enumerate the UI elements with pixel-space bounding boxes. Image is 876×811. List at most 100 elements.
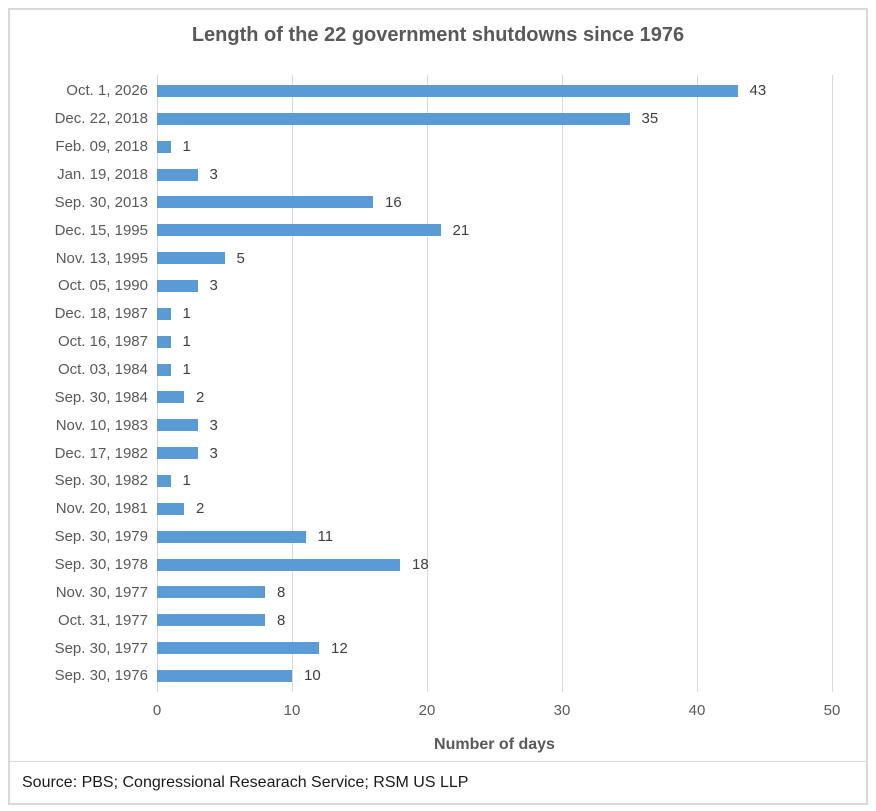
bar-rows: Oct. 1, 2026 43 Dec. 22, 2018 35 Feb. 09, 20… [10, 77, 833, 690]
bar [157, 669, 292, 682]
bar-area: 1 [157, 133, 833, 161]
bar [157, 252, 225, 265]
bar-row: Dec. 22, 2018 35 [10, 105, 833, 133]
bar [157, 419, 198, 432]
bar-area: 8 [157, 578, 833, 606]
value-label: 3 [209, 166, 218, 183]
bar-area: 1 [157, 467, 833, 495]
x-tick-label: 50 [823, 702, 841, 719]
category-label: Sep. 30, 1977 [54, 639, 148, 657]
category-label: Oct. 05, 1990 [57, 277, 148, 295]
bar-area: 5 [157, 244, 833, 272]
gridline [427, 75, 428, 692]
x-axis-ticks: 0 10 20 30 40 50 [153, 702, 841, 720]
bar [157, 363, 171, 376]
category-label: Oct. 16, 1987 [57, 333, 148, 351]
bar-area: 10 [157, 662, 833, 690]
bar-row: Sep. 30, 1978 18 [10, 551, 833, 579]
category-label: Nov. 20, 1981 [55, 500, 148, 518]
x-tick-label: 10 [283, 702, 301, 719]
category-label: Sep. 30, 1979 [54, 528, 148, 546]
chart-title: Length of the 22 government shutdowns si… [191, 24, 685, 46]
category-label: Sep. 30, 1978 [54, 556, 148, 574]
bar-area: 11 [157, 523, 833, 551]
value-label: 21 [452, 221, 470, 239]
bar-row: Sep. 30, 1984 2 [10, 383, 833, 411]
bar-area: 3 [157, 272, 833, 300]
bar-area: 8 [157, 606, 833, 634]
bar-row: Oct. 03, 1984 1 [10, 356, 833, 384]
bar [157, 112, 630, 125]
bar-row: Oct. 31, 1977 8 [10, 606, 833, 634]
bar [157, 530, 306, 543]
value-label: 1 [182, 333, 191, 351]
category-label: Dec. 18, 1987 [54, 305, 148, 323]
x-tick-label: 20 [418, 702, 436, 719]
category-label: Dec. 15, 1995 [54, 221, 148, 239]
bar-row: Sep. 30, 2013 16 [10, 188, 833, 216]
bar [157, 84, 738, 97]
category-label: Dec. 22, 2018 [54, 110, 148, 128]
bar-row: Nov. 10, 1983 3 [10, 411, 833, 439]
value-label: 18 [412, 556, 429, 574]
bar [157, 502, 184, 515]
category-label: Oct. 1, 2026 [66, 82, 148, 100]
bar-row: Sep. 30, 1976 10 [10, 662, 833, 690]
value-label: 1 [182, 138, 191, 156]
bar-area: 2 [157, 495, 833, 523]
bar-area: 3 [157, 161, 833, 189]
bar-row: Dec. 17, 1982 3 [10, 439, 833, 467]
bar-row: Nov. 30, 1977 8 [10, 578, 833, 606]
value-label: 43 [749, 82, 767, 100]
value-label: 2 [196, 388, 205, 406]
bar [157, 447, 198, 460]
bar-area: 1 [157, 356, 833, 384]
chart-frame: Length of the 22 government shutdowns si… [8, 8, 868, 805]
bar-row: Dec. 18, 1987 1 [10, 300, 833, 328]
category-label: Sep. 30, 1976 [54, 667, 148, 685]
source-note: Source: PBS; Congressional Researach Ser… [10, 761, 866, 803]
bar-row: Nov. 13, 1995 5 [10, 244, 833, 272]
gridline [292, 75, 293, 692]
bar-row: Oct. 05, 1990 3 [10, 272, 833, 300]
bar [157, 224, 441, 237]
category-label: Dec. 17, 1982 [54, 444, 148, 462]
bar-row: Sep. 30, 1982 1 [10, 467, 833, 495]
bar [157, 140, 171, 153]
x-tick-label: 30 [553, 702, 571, 719]
gridline [832, 75, 833, 692]
value-label: 10 [304, 667, 321, 685]
value-label: 12 [331, 639, 348, 657]
category-label: Oct. 31, 1977 [57, 611, 148, 629]
value-label: 1 [182, 305, 191, 323]
bar [157, 586, 265, 599]
value-label: 1 [182, 472, 191, 490]
bar-area: 18 [157, 551, 833, 579]
value-label: 8 [277, 611, 286, 629]
value-label: 8 [277, 583, 286, 601]
bar-row: Sep. 30, 1977 12 [10, 634, 833, 662]
value-label: 3 [209, 444, 218, 462]
category-label: Nov. 10, 1983 [55, 416, 148, 434]
bar [157, 558, 400, 571]
bar-row: Oct. 1, 2026 43 [10, 77, 833, 105]
bar-area: 12 [157, 634, 833, 662]
gridline [157, 75, 158, 692]
bar [157, 614, 265, 627]
value-label: 1 [182, 361, 191, 379]
value-label: 2 [196, 500, 205, 518]
value-label: 35 [641, 110, 659, 128]
bar-area: 1 [157, 300, 833, 328]
bar-area: 43 [157, 77, 833, 105]
bar-row: Jan. 19, 2018 3 [10, 161, 833, 189]
x-tick-label: 40 [688, 702, 706, 719]
category-label: Nov. 30, 1977 [55, 583, 148, 601]
x-axis-title: Number of days [434, 736, 555, 753]
category-label: Sep. 30, 1984 [54, 388, 148, 406]
bar-area: 16 [157, 188, 833, 216]
category-label: Sep. 30, 2013 [54, 193, 148, 211]
bar [157, 279, 198, 292]
bar [157, 391, 184, 404]
category-label: Feb. 09, 2018 [55, 138, 148, 156]
